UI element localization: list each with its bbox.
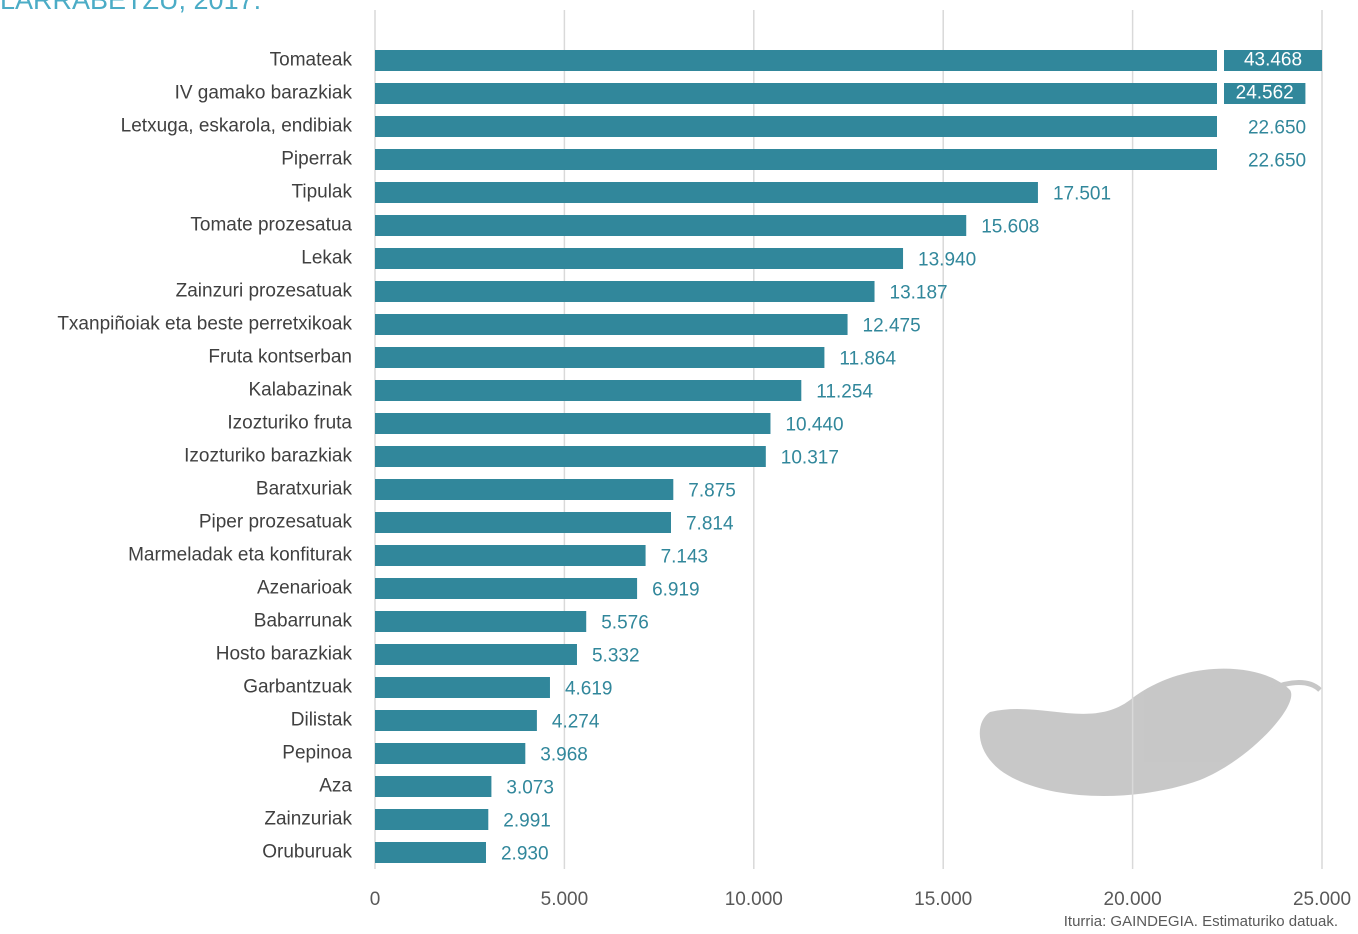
y-tick-label: Dilistak bbox=[291, 710, 353, 731]
value-label: 22.650 bbox=[1248, 151, 1306, 172]
value-label: 43.468 bbox=[1244, 50, 1302, 71]
value-label: 13.940 bbox=[918, 250, 976, 271]
y-tick-label: Fruta kontserban bbox=[208, 347, 352, 368]
y-tick-label: Tomateak bbox=[270, 50, 353, 71]
bar bbox=[375, 314, 848, 335]
y-tick-label: Tomate prozesatua bbox=[190, 215, 352, 236]
value-label: 5.576 bbox=[601, 613, 649, 634]
bar bbox=[375, 149, 1233, 170]
y-tick-label: Pepinoa bbox=[282, 743, 352, 764]
bar bbox=[375, 644, 577, 665]
bar bbox=[375, 710, 537, 731]
x-tick-label: 15.000 bbox=[914, 889, 972, 910]
bar bbox=[375, 50, 1358, 71]
value-label: 11.254 bbox=[816, 382, 873, 403]
y-tick-label: Azenarioak bbox=[257, 578, 353, 599]
value-label: 4.619 bbox=[565, 679, 613, 700]
bar bbox=[375, 611, 586, 632]
bar bbox=[375, 545, 646, 566]
value-label: 2.991 bbox=[503, 811, 551, 832]
y-tick-label: Zainzuri prozesatuak bbox=[176, 281, 353, 302]
x-tick-label: 20.000 bbox=[1104, 889, 1162, 910]
value-label: 10.440 bbox=[785, 415, 843, 436]
value-label: 7.875 bbox=[688, 481, 736, 502]
bar bbox=[375, 215, 966, 236]
bar bbox=[375, 281, 875, 302]
x-tick-label: 10.000 bbox=[725, 889, 783, 910]
y-tick-label: Oruburuak bbox=[262, 842, 352, 863]
value-label: 3.073 bbox=[506, 778, 554, 799]
value-label: 2.930 bbox=[501, 844, 549, 865]
y-tick-label: Babarrunak bbox=[254, 611, 353, 632]
y-tick-label: Txanpiñoiak eta beste perretxikoak bbox=[57, 314, 352, 335]
bar bbox=[375, 446, 766, 467]
y-tick-label: Tipulak bbox=[291, 182, 352, 203]
bar bbox=[375, 248, 903, 269]
y-tick-label: Izozturiko fruta bbox=[227, 413, 352, 434]
bar bbox=[375, 512, 671, 533]
value-label: 4.274 bbox=[552, 712, 600, 733]
bar bbox=[375, 347, 824, 368]
bar bbox=[375, 776, 491, 797]
x-tick-label: 25.000 bbox=[1293, 889, 1351, 910]
bar bbox=[375, 83, 1305, 104]
x-tick-label: 5.000 bbox=[541, 889, 589, 910]
value-label: 3.968 bbox=[540, 745, 588, 766]
bar bbox=[375, 842, 486, 863]
y-tick-label: Piperrak bbox=[281, 149, 352, 170]
value-label: 7.814 bbox=[686, 514, 734, 535]
value-label: 13.187 bbox=[890, 283, 948, 304]
value-label: 24.562 bbox=[1236, 83, 1294, 104]
value-label: 17.501 bbox=[1053, 184, 1111, 205]
value-label: 22.650 bbox=[1248, 118, 1306, 139]
value-label: 12.475 bbox=[863, 316, 921, 337]
y-tick-label: Piper prozesatuak bbox=[199, 512, 353, 533]
y-tick-label: Izozturiko barazkiak bbox=[184, 446, 352, 467]
y-tick-label: Letxuga, eskarola, endibiak bbox=[121, 116, 353, 137]
y-tick-label: Marmeladak eta konfiturak bbox=[128, 545, 352, 566]
y-tick-label: Zainzuriak bbox=[264, 809, 352, 830]
y-tick-label: Kalabazinak bbox=[248, 380, 352, 401]
x-tick-label: 0 bbox=[370, 889, 381, 910]
bar bbox=[375, 380, 801, 401]
source-note: Iturria: GAINDEGIA. Estimaturiko datuak. bbox=[1064, 913, 1338, 930]
bar bbox=[375, 809, 488, 830]
y-tick-label: Aza bbox=[319, 776, 352, 797]
value-label: 7.143 bbox=[661, 547, 709, 568]
y-tick-label: Garbantzuak bbox=[243, 677, 352, 698]
value-label: 5.332 bbox=[592, 646, 640, 667]
bar bbox=[375, 116, 1233, 137]
bar bbox=[375, 182, 1038, 203]
y-tick-label: Baratxuriak bbox=[256, 479, 353, 500]
y-tick-label: Hosto barazkiak bbox=[216, 644, 353, 665]
value-label: 11.864 bbox=[839, 349, 896, 370]
value-label: 6.919 bbox=[652, 580, 700, 601]
bar bbox=[375, 413, 770, 434]
value-label: 10.317 bbox=[781, 448, 839, 469]
y-tick-label: IV gamako barazkiak bbox=[175, 83, 353, 104]
bar bbox=[375, 479, 673, 500]
bar bbox=[375, 743, 525, 764]
chart-title: LARRABETZU, 2017. bbox=[0, 0, 261, 15]
chart: LARRABETZU, 2017. Iturria: GAINDEGIA. Es… bbox=[0, 0, 1358, 934]
bars bbox=[375, 50, 1358, 170]
value-label: 15.608 bbox=[981, 217, 1039, 238]
y-tick-label: Lekak bbox=[301, 248, 352, 269]
bar bbox=[375, 578, 637, 599]
bar bbox=[375, 677, 550, 698]
pepper-illustration bbox=[980, 669, 1320, 796]
